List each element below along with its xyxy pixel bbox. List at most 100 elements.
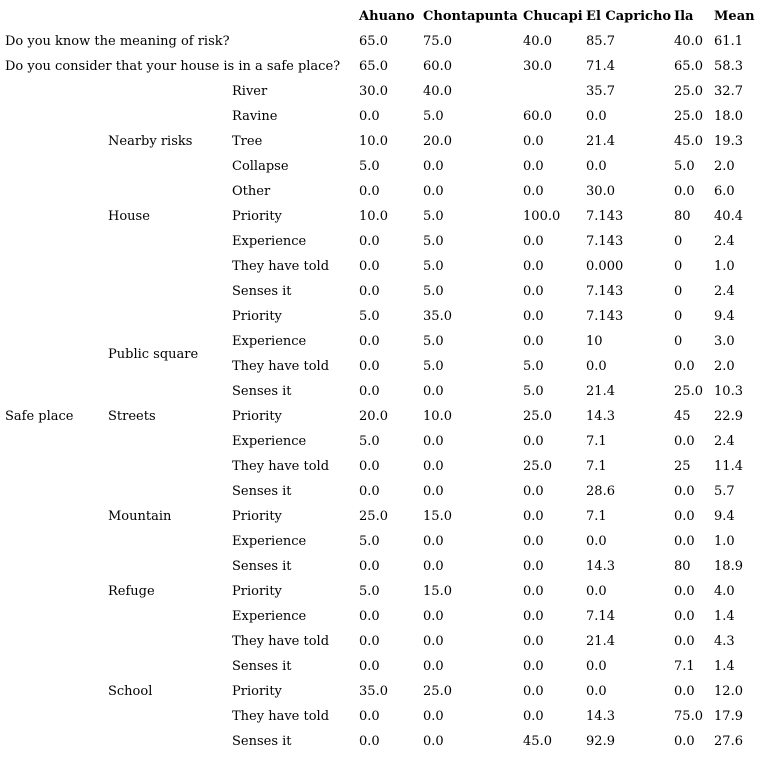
value-cell: 0.0: [359, 359, 380, 374]
value-cell: 28.6: [586, 484, 615, 499]
item-cell: They have told: [232, 259, 330, 274]
value-cell: 40.0: [523, 34, 552, 49]
value-cell: 0.0: [674, 609, 695, 624]
value-cell: 10.0: [423, 409, 452, 424]
value-cell: 25: [674, 459, 691, 474]
table-row: Senses it 0.0 0.0 0.0 28.6 0.0 5.7: [0, 479, 755, 504]
table-row: Public square Priority 5.0 35.0 0.0 7.143 0 9.4: [0, 304, 755, 362]
value-cell: 1.4: [714, 609, 735, 624]
group-cell-level2: School: [108, 684, 153, 699]
table-row: Mountain Priority 25.0 15.0 0.0 7.1 0.0 9.4: [0, 504, 755, 529]
value-cell: 22.9: [714, 409, 743, 424]
value-cell: 10.0: [359, 134, 388, 149]
item-cell: Tree: [232, 134, 263, 149]
value-cell: 0.0: [586, 659, 607, 674]
value-cell: 80: [674, 209, 691, 224]
group-cell-level2: Refuge: [108, 584, 155, 599]
question-cell: Do you know the meaning of risk?: [5, 34, 230, 49]
value-cell: 0.0: [674, 184, 695, 199]
value-cell: 1.4: [714, 659, 735, 674]
table-row: Senses it 0.0 5.0 0.0 7.143 0 2.4: [0, 279, 755, 304]
value-cell: 0.0: [359, 659, 380, 674]
item-cell: Experience: [232, 434, 307, 449]
value-cell: 32.7: [714, 84, 743, 99]
value-cell: 7.143: [586, 309, 624, 324]
value-cell: 0.0: [674, 534, 695, 549]
value-cell: 0.0: [523, 284, 544, 299]
item-cell: Senses it: [232, 484, 292, 499]
value-cell: 45.0: [523, 734, 552, 749]
value-cell: 5.0: [359, 159, 380, 174]
table-row: House Priority 10.0 5.0 100.0 7.143 80 40.4: [0, 204, 755, 229]
item-cell: Senses it: [232, 559, 292, 574]
value-cell: 25.0: [423, 684, 452, 699]
value-cell: 4.0: [714, 584, 735, 599]
header-spacer: [0, 4, 354, 29]
table-row: Experience 0.0 0.0 0.0 7.14 0.0 1.4: [0, 604, 755, 629]
value-cell: 60.0: [423, 59, 452, 74]
value-cell: 25.0: [674, 84, 703, 99]
value-cell: 0.0: [359, 384, 380, 399]
value-cell: 25.0: [523, 459, 552, 474]
column-header: Chontapunta: [423, 9, 518, 24]
table-row: They have told 0.0 0.0 25.0 7.1 25 11.4: [0, 454, 755, 479]
value-cell: 0.0: [523, 609, 544, 624]
value-cell: 2.4: [714, 234, 735, 249]
value-cell: 3.0: [714, 334, 735, 349]
item-cell: Priority: [232, 509, 282, 524]
value-cell: 10.3: [714, 384, 743, 399]
table-row: Senses it 0.0 0.0 45.0 92.9 0.0 27.6: [0, 729, 755, 754]
value-cell: 5.0: [423, 284, 444, 299]
value-cell: 9.4: [714, 509, 735, 524]
column-header: Chucapi: [523, 9, 583, 24]
value-cell: 14.3: [586, 559, 615, 574]
value-cell: 7.1: [586, 509, 607, 524]
value-cell: 5.0: [359, 434, 380, 449]
table-row: Do you know the meaning of risk? 65.0 75.0…: [0, 29, 755, 54]
value-cell: 40.0: [423, 84, 452, 99]
value-cell: 0.0: [359, 609, 380, 624]
value-cell: 35.7: [586, 84, 615, 99]
value-cell: 0: [674, 284, 683, 299]
value-cell: 0.0: [523, 159, 544, 174]
value-cell: 12.0: [714, 684, 743, 699]
value-cell: 0.0: [423, 459, 444, 474]
value-cell: 0.0: [674, 734, 695, 749]
value-cell: 20.0: [359, 409, 388, 424]
value-cell: 0.0: [523, 134, 544, 149]
value-cell: 14.3: [586, 709, 615, 724]
value-cell: 0.0: [359, 559, 380, 574]
value-cell: 85.7: [586, 34, 615, 49]
value-cell: 5.0: [423, 109, 444, 124]
table-row: Other 0.0 0.0 0.0 30.0 0.0 6.0: [0, 179, 755, 204]
value-cell: 0.0: [359, 184, 380, 199]
value-cell: 0.0: [359, 484, 380, 499]
group-cell-level1: Safe place: [5, 409, 74, 424]
table-row: Refuge Priority 5.0 15.0 0.0 0.0 0.0 4.0: [0, 579, 755, 604]
table-row: School Priority 35.0 25.0 0.0 0.0 0.0 12.0: [0, 679, 755, 704]
table-row: Safe place Streets Priority 20.0 10.0 25.0 14.…: [0, 404, 755, 429]
value-cell: 0.0: [586, 359, 607, 374]
value-cell: 0.0: [423, 659, 444, 674]
value-cell: 0.0: [523, 684, 544, 699]
value-cell: 0.0: [523, 184, 544, 199]
value-cell: 60.0: [523, 109, 552, 124]
value-cell: 0.0: [523, 434, 544, 449]
item-cell: Priority: [232, 209, 282, 224]
value-cell: 0.000: [586, 259, 624, 274]
value-cell: 0.0: [674, 634, 695, 649]
value-cell: 21.4: [586, 634, 615, 649]
group-cell-level2: Mountain: [108, 509, 172, 524]
column-header: Ahuano: [359, 9, 415, 24]
value-cell: 25.0: [523, 409, 552, 424]
value-cell: 2.0: [714, 359, 735, 374]
value-cell: 45: [674, 409, 691, 424]
value-cell: 65.0: [359, 34, 388, 49]
value-cell: 58.3: [714, 59, 743, 74]
value-cell: 25.0: [674, 384, 703, 399]
table-row: Experience 5.0 0.0 0.0 7.1 0.0 2.4: [0, 429, 755, 454]
value-cell: 2.0: [714, 159, 735, 174]
value-cell: 21.4: [586, 384, 615, 399]
table-row: Senses it 0.0 0.0 0.0 0.0 7.1 1.4: [0, 654, 755, 679]
item-cell: Experience: [232, 534, 307, 549]
